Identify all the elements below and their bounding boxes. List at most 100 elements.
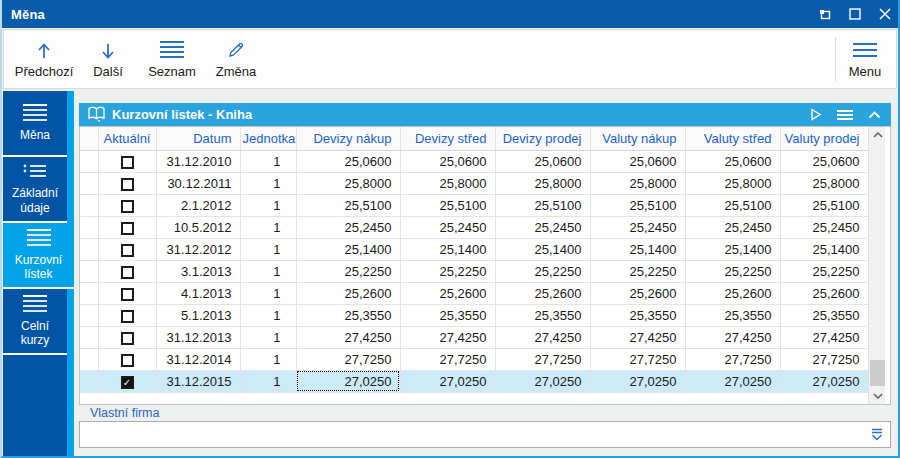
table-cell[interactable]: 25,3550 xyxy=(400,304,495,326)
table-cell[interactable]: 25,3550 xyxy=(296,304,400,326)
table-cell[interactable]: 25,8000 xyxy=(685,172,780,194)
table-row[interactable]: 5.1.2013125,355025,355025,355025,355025,… xyxy=(80,304,868,326)
table-cell[interactable]: 25,1400 xyxy=(590,238,685,260)
table-cell[interactable]: 25,8000 xyxy=(780,172,868,194)
play-icon[interactable] xyxy=(810,108,822,121)
table-cell[interactable]: 25,2450 xyxy=(590,216,685,238)
table-cell[interactable]: 25,5100 xyxy=(495,194,590,216)
table-row[interactable]: 31.12.2014127,725027,725027,725027,72502… xyxy=(80,348,868,370)
sidebar-item-zakladni-udaje[interactable]: Základní údaje xyxy=(3,157,67,223)
table-cell[interactable]: 25,8000 xyxy=(590,172,685,194)
previous-button[interactable]: Předchozí xyxy=(12,30,76,88)
table-cell[interactable]: 25,3550 xyxy=(780,304,868,326)
table-cell[interactable]: 31.12.2013 xyxy=(156,326,240,348)
table-cell[interactable]: 1 xyxy=(240,238,296,260)
column-header[interactable]: Datum xyxy=(156,127,240,150)
table-cell[interactable]: 25,2250 xyxy=(780,260,868,282)
menu-button[interactable]: Menu xyxy=(836,30,894,88)
table-cell[interactable]: 25,1400 xyxy=(296,238,400,260)
table-cell[interactable]: 2.1.2012 xyxy=(156,194,240,216)
table-cell[interactable]: 25,1400 xyxy=(780,238,868,260)
table-cell[interactable]: 25,3550 xyxy=(685,304,780,326)
table-cell[interactable]: 1 xyxy=(240,348,296,370)
change-button[interactable]: Změna xyxy=(204,30,268,88)
table-cell[interactable]: 27,7250 xyxy=(495,348,590,370)
table-cell[interactable]: 1 xyxy=(240,150,296,172)
column-header[interactable]: Devizy střed xyxy=(400,127,495,150)
table-cell[interactable]: 1 xyxy=(240,326,296,348)
table-cell[interactable]: 25,5100 xyxy=(296,194,400,216)
sidebar-item-mena[interactable]: Měna xyxy=(3,91,67,157)
table-cell[interactable] xyxy=(98,326,156,348)
row-checkbox[interactable] xyxy=(121,156,134,169)
table-cell[interactable]: 25,8000 xyxy=(495,172,590,194)
restore-button[interactable] xyxy=(810,0,840,28)
table-cell[interactable]: 25,2600 xyxy=(685,282,780,304)
table-cell[interactable]: 30.12.2011 xyxy=(156,172,240,194)
table-cell[interactable]: 1 xyxy=(240,260,296,282)
table-cell[interactable]: 27,0250 xyxy=(400,370,495,392)
table-cell[interactable] xyxy=(98,216,156,238)
table-cell[interactable]: 25,5100 xyxy=(685,194,780,216)
table-cell[interactable] xyxy=(98,260,156,282)
table-row[interactable]: 10.5.2012125,245025,245025,245025,245025… xyxy=(80,216,868,238)
table-cell[interactable] xyxy=(98,348,156,370)
table-cell[interactable]: 25,5100 xyxy=(780,194,868,216)
column-header[interactable]: Jednotka xyxy=(240,127,296,150)
table-cell[interactable]: 1 xyxy=(240,172,296,194)
table-row[interactable]: 31.12.2010125,060025,060025,060025,06002… xyxy=(80,150,868,172)
column-header[interactable]: Devizy prodej xyxy=(495,127,590,150)
column-header[interactable]: Valuty nákup xyxy=(590,127,685,150)
table-cell[interactable]: 25,2450 xyxy=(495,216,590,238)
dropdown-expand-icon[interactable] xyxy=(864,428,890,441)
table-row[interactable]: 30.12.2011125,800025,800025,800025,80002… xyxy=(80,172,868,194)
table-cell[interactable]: 25,2250 xyxy=(495,260,590,282)
table-cell[interactable]: 31.12.2010 xyxy=(156,150,240,172)
table-cell[interactable]: 25,2600 xyxy=(296,282,400,304)
table-cell[interactable]: 25,2250 xyxy=(296,260,400,282)
table-cell[interactable]: 25,3550 xyxy=(495,304,590,326)
panel-menu-icon[interactable] xyxy=(836,109,854,121)
table-cell[interactable]: 31.12.2014 xyxy=(156,348,240,370)
close-button[interactable] xyxy=(870,0,900,28)
row-checkbox[interactable] xyxy=(121,266,134,279)
table-cell[interactable]: 4.1.2013 xyxy=(156,282,240,304)
table-cell[interactable]: 27,7250 xyxy=(780,348,868,370)
table-cell[interactable]: 25,5100 xyxy=(590,194,685,216)
table-cell[interactable]: 25,2450 xyxy=(780,216,868,238)
table-cell[interactable]: 25,2600 xyxy=(590,282,685,304)
table-cell[interactable]: 27,0250 xyxy=(780,370,868,392)
table-cell[interactable]: 1 xyxy=(240,194,296,216)
table-cell[interactable]: 25,1400 xyxy=(400,238,495,260)
row-checkbox[interactable] xyxy=(121,178,134,191)
column-header[interactable]: Valuty střed xyxy=(685,127,780,150)
table-cell[interactable]: 31.12.2015 xyxy=(156,370,240,392)
table-cell[interactable]: 25,0600 xyxy=(400,150,495,172)
table-cell[interactable]: 27,0250 xyxy=(685,370,780,392)
table-cell[interactable]: 5.1.2013 xyxy=(156,304,240,326)
table-cell[interactable]: 27,7250 xyxy=(400,348,495,370)
maximize-button[interactable] xyxy=(840,0,870,28)
table-row[interactable]: 31.12.2013127,425027,425027,425027,42502… xyxy=(80,326,868,348)
table-cell[interactable]: 25,2600 xyxy=(495,282,590,304)
collapse-chevron-icon[interactable] xyxy=(868,111,881,119)
table-row[interactable]: 2.1.2012125,510025,510025,510025,510025,… xyxy=(80,194,868,216)
table-cell[interactable]: 25,2600 xyxy=(780,282,868,304)
table-cell[interactable]: 27,7250 xyxy=(685,348,780,370)
table-cell[interactable]: 27,7250 xyxy=(590,348,685,370)
own-company-combobox[interactable] xyxy=(79,421,891,448)
table-cell[interactable] xyxy=(98,238,156,260)
table-cell[interactable]: 25,2250 xyxy=(685,260,780,282)
row-checkbox[interactable] xyxy=(121,200,134,213)
table-cell[interactable]: 1 xyxy=(240,304,296,326)
table-cell[interactable]: 25,2450 xyxy=(296,216,400,238)
table-cell[interactable]: 25,0600 xyxy=(495,150,590,172)
scroll-down-button[interactable] xyxy=(869,388,886,404)
table-cell[interactable]: 27,4250 xyxy=(780,326,868,348)
table-cell[interactable]: 25,8000 xyxy=(296,172,400,194)
table-row[interactable]: 3.1.2013125,225025,225025,225025,225025,… xyxy=(80,260,868,282)
table-cell[interactable]: 1 xyxy=(240,216,296,238)
table-cell[interactable]: 3.1.2013 xyxy=(156,260,240,282)
table-cell[interactable]: 25,5100 xyxy=(400,194,495,216)
own-company-input[interactable] xyxy=(80,422,864,447)
